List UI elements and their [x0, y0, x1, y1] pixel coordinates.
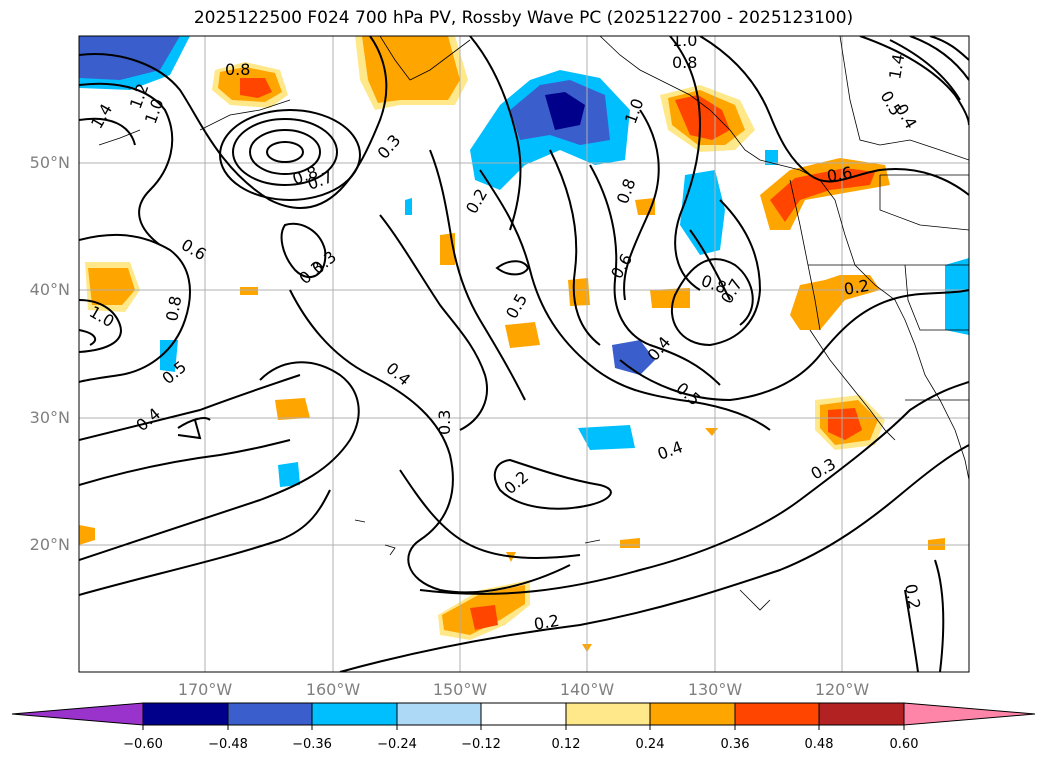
- coastlines: [98, 36, 969, 611]
- colorbar-swatch: [649, 702, 736, 726]
- colorbar-swatch: [311, 702, 398, 726]
- contour-label: 0.6: [607, 250, 636, 282]
- lat-label-50n: 50°N: [29, 153, 70, 172]
- colorbar: [11, 702, 1036, 730]
- contour-label: 0.2: [532, 611, 560, 634]
- lon-label-140w: 140°W: [559, 680, 615, 699]
- lon-label-150w: 150°W: [432, 680, 488, 699]
- lon-label-120w: 120°W: [814, 680, 870, 699]
- colorbar-swatch: [565, 702, 651, 726]
- plot-title: 2025122500 F024 700 hPa PV, Rossby Wave …: [193, 8, 854, 28]
- contour-label: 1.4: [87, 100, 116, 132]
- colorbar-tick-label: 0.12: [551, 737, 581, 752]
- contour-label: 0.8: [225, 60, 250, 79]
- pv-contours: [79, 36, 969, 672]
- contour-label: 0.8: [672, 53, 697, 72]
- colorbar-tick-label: −0.48: [208, 737, 248, 752]
- colorbar-tick-label: 0.48: [804, 737, 834, 752]
- contour-label: 0.6: [825, 163, 853, 186]
- colorbar-extend-min: [11, 702, 144, 726]
- graticule: [79, 36, 969, 672]
- anomaly-shading: [79, 36, 969, 652]
- colorbar-swatch: [142, 702, 229, 726]
- colorbar-swatch: [396, 702, 482, 726]
- lon-label-160w: 160°W: [305, 680, 361, 699]
- contour-label: 0.4: [132, 404, 164, 435]
- colorbar-swatch: [734, 702, 820, 726]
- contour-label: 0.5: [672, 379, 704, 410]
- colorbar-tick-label: 0.36: [720, 737, 750, 752]
- lat-label-20n: 20°N: [29, 535, 70, 554]
- colorbar-tick-label: −0.24: [377, 737, 417, 752]
- contour-label: 0.2: [901, 582, 924, 610]
- lon-label-170w: 170°W: [177, 680, 233, 699]
- contour-label: 0.2: [842, 276, 870, 299]
- colorbar-extend-max: [903, 702, 1036, 726]
- contour-label: 1.4: [885, 52, 908, 80]
- colorbar-swatch: [480, 702, 567, 726]
- colorbar-tick-label: 0.60: [889, 737, 919, 752]
- map-frame: [78, 35, 970, 673]
- contour-label: 0.3: [374, 131, 405, 163]
- contour-label: 0.3: [808, 454, 840, 483]
- contour-label: 0.5: [502, 290, 531, 322]
- contour-label: 1.0: [621, 96, 648, 126]
- colorbar-tick-label: −0.60: [123, 737, 163, 752]
- colorbar-swatch: [227, 702, 313, 726]
- colorbar-tick-label: −0.36: [292, 737, 332, 752]
- contour-label: 0.4: [655, 437, 685, 464]
- contour-label: 1.0: [672, 31, 697, 50]
- colorbar-swatch: [818, 702, 905, 726]
- lat-label-40n: 40°N: [29, 280, 70, 299]
- lat-label-30n: 30°N: [29, 408, 70, 427]
- contour-label: 0.2: [462, 185, 491, 217]
- contour-label: 0.8: [162, 294, 185, 322]
- lon-label-130w: 130°W: [687, 680, 743, 699]
- colorbar-tick-label: 0.24: [635, 737, 665, 752]
- colorbar-tick-label: −0.12: [461, 737, 501, 752]
- contour-label: 0.3: [435, 410, 454, 435]
